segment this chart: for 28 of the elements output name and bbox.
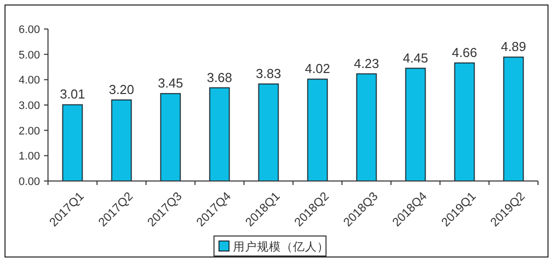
bar	[454, 62, 475, 182]
y-tick-label: 1.00	[18, 150, 40, 163]
bar	[209, 87, 230, 182]
data-label: 3.45	[158, 76, 184, 91]
bar	[62, 104, 83, 182]
data-label: 4.66	[452, 44, 478, 60]
bar	[356, 73, 377, 182]
bar	[111, 99, 132, 182]
legend-label: 用户规模（亿人）	[233, 240, 329, 254]
data-label: 3.83	[256, 66, 282, 81]
y-tick-label: 3.00	[18, 100, 40, 112]
bar	[405, 68, 426, 182]
data-label: 3.68	[206, 70, 232, 85]
y-tick-label: 4.00	[18, 74, 40, 87]
bar	[160, 93, 181, 182]
y-tick-label: 6.00	[18, 24, 40, 36]
y-tick-label: 0.00	[18, 176, 40, 188]
data-label: 4.45	[402, 50, 428, 66]
y-tick-label: 2.00	[18, 125, 40, 138]
bar	[258, 83, 279, 182]
y-tick-label: 5.00	[18, 49, 40, 62]
bar	[307, 78, 328, 182]
data-label: 4.89	[500, 39, 526, 54]
bar	[503, 56, 524, 182]
data-label: 3.20	[108, 82, 134, 97]
data-label: 4.23	[354, 56, 380, 71]
data-label: 3.01	[60, 86, 86, 102]
data-label: 4.02	[304, 61, 330, 76]
